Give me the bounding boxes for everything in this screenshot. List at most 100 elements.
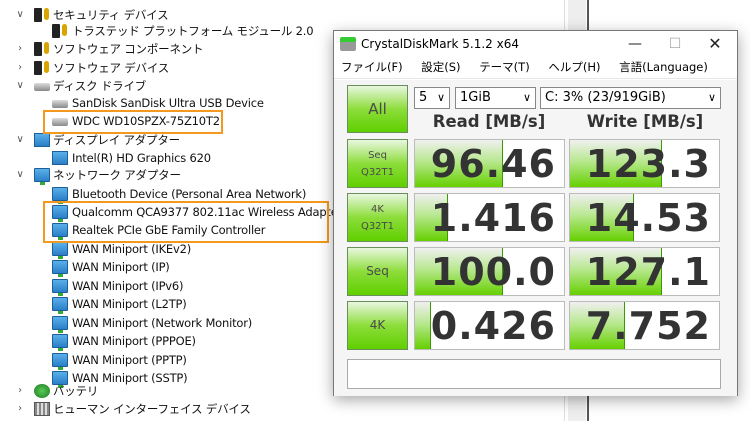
network-icon [52,371,68,388]
read-result: 0.426 [414,301,565,350]
read-value: 100.0 [430,250,556,294]
device-label: WAN Miniport (SSTP) [72,371,188,385]
network-icon [52,187,68,204]
test-label: Q32T1 [360,166,395,178]
read-bar [415,194,448,241]
chevron-right-icon[interactable]: › [18,62,22,73]
device-label: Intel(R) HD Graphics 620 [72,151,211,165]
drive-select[interactable]: C: 3% (23/919GiB) ∨ [540,87,721,109]
device-label: ディスク ドライブ [53,79,147,93]
device-category[interactable]: › バッテリ [0,382,560,400]
crystaldiskmark-window: CrystalDiskMark 5.1.2 x64 — ☐ ✕ ファイル(F) … [333,30,738,396]
device-label: Bluetooth Device (Personal Area Network) [72,187,307,201]
count-select[interactable]: 5 ∨ [414,87,450,109]
device-item[interactable]: WAN Miniport (PPTP) [0,351,560,370]
network-icon [52,223,68,240]
chevron-down-icon[interactable]: ∨ [16,169,24,180]
menu-file[interactable]: ファイル(F) [341,60,403,74]
device-label: WAN Miniport (L2TP) [72,297,187,311]
test-label: Q32T1 [360,220,395,232]
device-category[interactable]: › ソフトウェア デバイス [0,59,560,77]
device-manager-tree: ∨ セキュリティ デバイス トラステッド プラットフォーム モジュール 2.0 › ソフ… [0,0,565,421]
battery-icon [34,384,50,398]
disk-icon [52,100,68,108]
test-button[interactable]: Seq Q32T1 [347,139,408,188]
chevron-down-icon[interactable]: ∨ [16,134,24,145]
read-bar [415,302,432,349]
device-item[interactable]: WAN Miniport (PPPOE) [0,332,560,351]
read-value: 1.416 [430,196,556,240]
crystaldiskmark-app-icon [340,37,356,51]
write-bar [570,194,635,241]
read-result: 96.46 [414,139,565,188]
device-category[interactable]: ∨ ディスク ドライブ [0,77,560,95]
write-result: 127.1 [569,247,720,296]
chevron-down-icon[interactable]: ∨ [16,9,24,20]
network-icon [52,205,68,222]
chevron-right-icon[interactable]: › [18,403,22,414]
device-label: セキュリティ デバイス [53,8,169,22]
device-label: WAN Miniport (IKEv2) [72,242,191,256]
device-item[interactable]: Bluetooth Device (Personal Area Network) [0,185,560,204]
test-button[interactable]: 4K Q32T1 [347,193,408,242]
disk-icon [34,83,50,91]
device-item[interactable]: WAN Miniport (IPv6) [0,277,560,296]
device-category[interactable]: › ヒューマン インターフェイス デバイス [0,400,560,418]
test-button[interactable]: Seq [347,247,408,296]
device-item[interactable]: SanDisk SanDisk Ultra USB Device [0,94,560,112]
all-button[interactable]: All [347,85,408,133]
device-item[interactable]: WAN Miniport (IKEv2) [0,240,560,259]
comment-field[interactable] [347,359,721,389]
menu-theme[interactable]: テーマ(T) [479,60,530,74]
maximize-button[interactable]: ☐ [668,36,682,52]
test-button[interactable]: 4K [347,301,408,350]
write-value: 7.752 [585,304,711,348]
device-label: ディスプレイ アダプター [53,133,180,147]
menu-help[interactable]: ヘルプ(H) [548,60,601,74]
device-item[interactable]: WDC WD10SPZX-75Z10T2 [0,112,560,130]
highlight-box [43,201,329,243]
device-item[interactable]: WAN Miniport (Network Monitor) [0,314,560,333]
read-header: Read [MB/s] [432,112,546,131]
device-category[interactable]: ∨ ネットワーク アダプター [0,166,560,185]
device-item[interactable]: Intel(R) HD Graphics 620 [0,149,560,167]
device-label: ソフトウェア デバイス [53,61,170,75]
disk-icon [52,118,68,126]
device-item[interactable]: WAN Miniport (L2TP) [0,295,560,314]
device-item[interactable]: Realtek PCIe GbE Family Controller [0,221,560,240]
device-label: ヒューマン インターフェイス デバイス [53,402,251,416]
write-value: 14.53 [585,196,711,240]
network-icon [52,316,68,333]
benchmark-panel: All 5 ∨ 1GiB ∨ C: 3% (23/919GiB) ∨ Read [MB… [334,80,737,396]
test-label: Seq [366,264,389,278]
device-label: WAN Miniport (PPTP) [72,353,187,367]
write-bar [570,302,626,349]
menu-language[interactable]: 言語(Language) [619,60,708,74]
hid-icon [34,402,50,416]
device-item[interactable]: WAN Miniport (IP) [0,258,560,277]
write-header: Write [MB/s] [586,112,704,131]
security-icon [34,8,49,22]
minimize-button[interactable]: — [628,36,642,52]
menu-settings[interactable]: 設定(S) [421,60,461,74]
device-label: バッテリ [53,384,99,398]
device-category[interactable]: › ソフトウェア コンポーネント [0,40,560,58]
device-item[interactable]: WAN Miniport (SSTP) [0,369,560,388]
chevron-right-icon[interactable]: › [18,385,22,396]
device-item[interactable]: トラステッド プラットフォーム モジュール 2.0 [0,22,560,40]
size-select[interactable]: 1GiB ∨ [455,87,536,109]
test-label: Seq [368,149,387,161]
menu-bar: ファイル(F) 設定(S) テーマ(T) ヘルプ(H) 言語(Language) [334,57,737,79]
read-result: 100.0 [414,247,565,296]
device-category[interactable]: ∨ セキュリティ デバイス [0,6,560,24]
close-button[interactable]: ✕ [708,34,722,53]
chevron-down-icon[interactable]: ∨ [16,80,24,91]
chevron-right-icon[interactable]: › [18,43,22,54]
network-icon [52,242,68,259]
window-title: CrystalDiskMark 5.1.2 x64 [361,37,519,51]
count-value: 5 [419,90,428,105]
device-category[interactable]: ∨ ディスプレイ アダプター [0,131,560,149]
device-label: WAN Miniport (PPPOE) [72,334,196,348]
write-value: 127.1 [585,250,711,294]
device-item[interactable]: Qualcomm QCA9377 802.11ac Wireless Adapt… [0,203,560,222]
